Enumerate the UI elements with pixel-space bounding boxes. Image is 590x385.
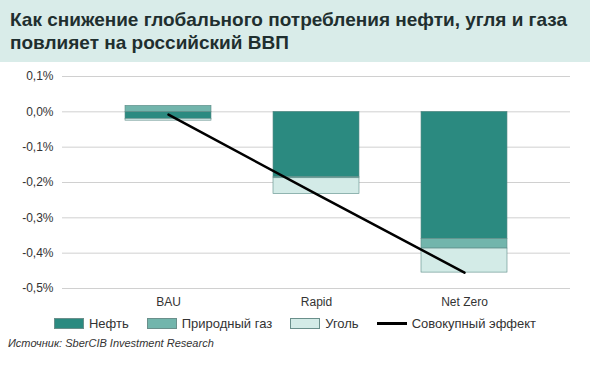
svg-text:-0,2%: -0,2% [22, 175, 54, 189]
svg-text:Rapid: Rapid [301, 295, 332, 309]
html-text:Уголь: Уголь [325, 316, 359, 331]
html-text:Источник: SberCIB Investment R: Источник: SberCIB Investment Research [8, 337, 214, 349]
svg-text:-0,3%: -0,3% [22, 211, 54, 225]
html-text:Совокупный эффект: Совокупный эффект [411, 316, 537, 331]
svg-text:-0,4%: -0,4% [22, 246, 54, 260]
svg-text:BAU: BAU [156, 295, 181, 309]
html-text:Как снижение глобального потре: Как снижение глобального потребления неф… [10, 9, 568, 53]
html-text:Природный газ: Природный газ [181, 316, 273, 331]
svg-text:Net Zero: Net Zero [441, 295, 488, 309]
html-text:Нефть: Нефть [88, 316, 129, 331]
svg-text:0,0%: 0,0% [26, 105, 54, 119]
svg-text:0,1%: 0,1% [26, 69, 54, 83]
svg-text:-0,5%: -0,5% [22, 281, 54, 295]
svg-text:-0,1%: -0,1% [22, 140, 54, 154]
